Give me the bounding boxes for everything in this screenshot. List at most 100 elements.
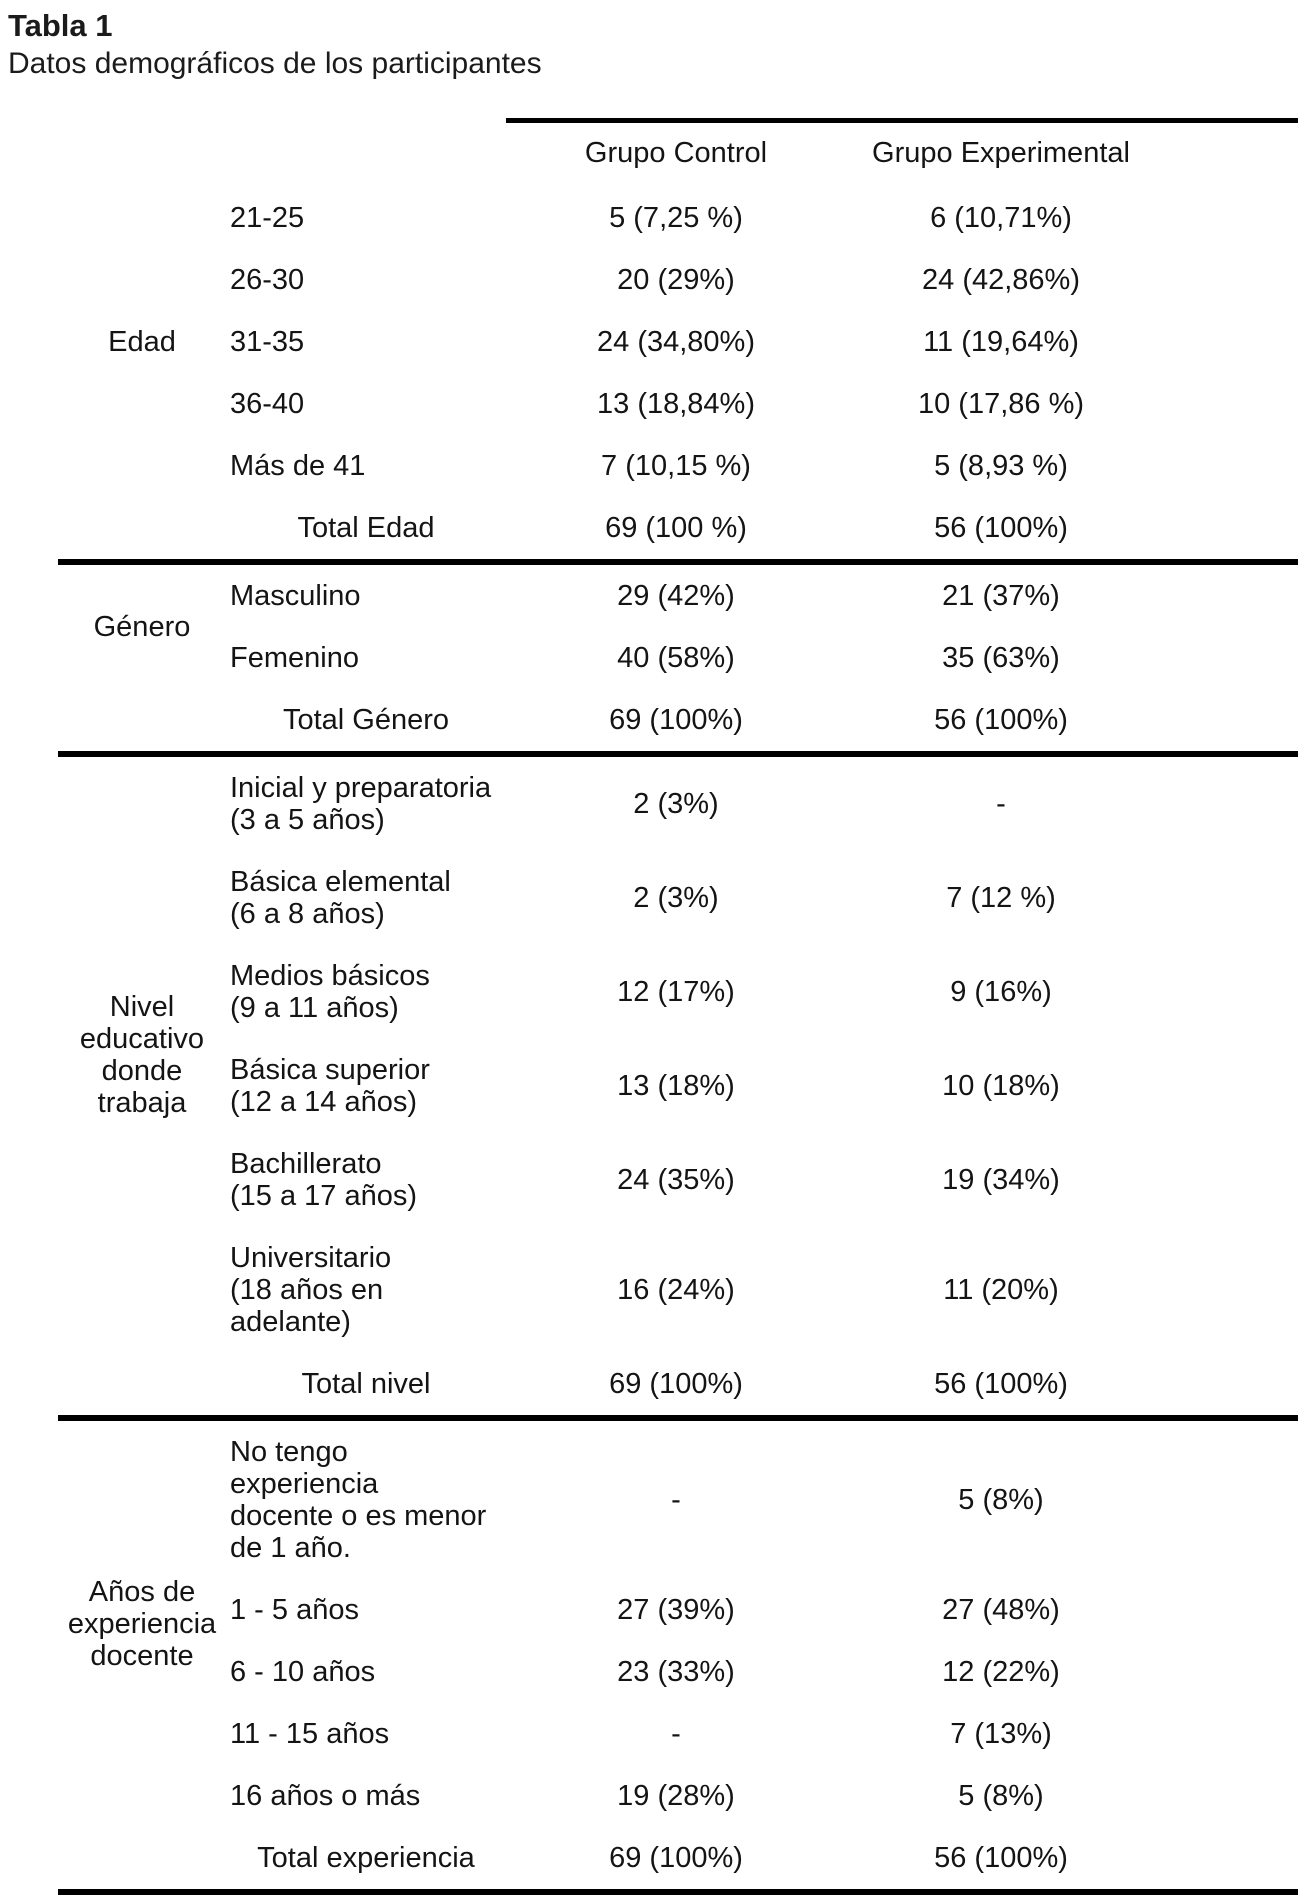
cell-experimental: 27 (48%) bbox=[942, 1594, 1060, 1626]
cell-control: 7 (10,15 %) bbox=[601, 450, 751, 482]
table-row: 16 años o más 19 (28%) 5 (8%) bbox=[58, 1765, 1298, 1827]
cell-experimental: 9 (16%) bbox=[950, 976, 1052, 1008]
group-label-nivel: Nivel educativo donde trabaja bbox=[79, 991, 205, 1119]
cell-control: 13 (18%) bbox=[617, 1070, 735, 1102]
header-spacer bbox=[58, 121, 226, 188]
cell-control: 5 (7,25 %) bbox=[609, 202, 743, 234]
row-spacer bbox=[58, 1353, 226, 1421]
cell-experimental: 11 (19,64%) bbox=[923, 326, 1079, 358]
table-row: 6 - 10 años 23 (33%) 12 (22%) bbox=[58, 1641, 1298, 1703]
cell-control: 29 (42%) bbox=[617, 580, 735, 612]
table-row: 31-35 24 (34,80%) 11 (19,64%) bbox=[58, 311, 1298, 373]
cell-control: 69 (100%) bbox=[506, 1353, 846, 1421]
table-row: 26-30 20 (29%) 24 (42,86%) bbox=[58, 249, 1298, 311]
cell-experimental: 56 (100%) bbox=[846, 689, 1156, 757]
cell-experimental: - bbox=[996, 788, 1006, 820]
table-row: Años de experiencia docente No tengo exp… bbox=[58, 1418, 1298, 1672]
total-row-genero: Total Género 69 (100%) 56 (100%) bbox=[58, 689, 1298, 757]
category-label: 11 - 15 años bbox=[230, 1718, 390, 1750]
group-label-genero: Género bbox=[93, 611, 191, 643]
cell-experimental: 5 (8,93 %) bbox=[934, 450, 1068, 482]
category-label: 36-40 bbox=[230, 388, 305, 420]
row-spacer bbox=[1156, 373, 1298, 435]
cell-control: 2 (3%) bbox=[633, 788, 719, 820]
category-label: Medios básicos (9 a 11 años) bbox=[230, 960, 430, 1024]
column-header-experimental: Grupo Experimental bbox=[846, 118, 1156, 187]
cell-control: 19 (28%) bbox=[617, 1780, 735, 1812]
row-spacer bbox=[1156, 1227, 1298, 1353]
row-spacer bbox=[1156, 1353, 1298, 1421]
table-row: Básica superior (12 a 14 años) 13 (18%) … bbox=[58, 1039, 1298, 1133]
category-label: 31-35 bbox=[230, 326, 305, 358]
cell-experimental: 7 (12 %) bbox=[946, 882, 1056, 914]
cell-control: 23 (33%) bbox=[617, 1656, 735, 1688]
category-label: 1 - 5 años bbox=[230, 1594, 359, 1626]
row-spacer bbox=[1156, 562, 1298, 627]
table-row: Más de 41 7 (10,15 %) 5 (8,93 %) bbox=[58, 435, 1298, 497]
row-spacer bbox=[1156, 1133, 1298, 1227]
cell-control: 24 (34,80%) bbox=[597, 326, 755, 358]
table-row: Nivel educativo donde trabaja Inicial y … bbox=[58, 754, 1298, 1119]
header-spacer bbox=[1156, 118, 1298, 187]
demographics-table: Grupo Control Grupo Experimental Edad 21… bbox=[58, 118, 1298, 1895]
row-spacer bbox=[1156, 1418, 1298, 1579]
group-label-experiencia: Años de experiencia docente bbox=[67, 1576, 217, 1672]
table-row: 11 - 15 años - 7 (13%) bbox=[58, 1703, 1298, 1765]
table-row: Universitario (18 años en adelante) 16 (… bbox=[58, 1227, 1298, 1353]
row-spacer bbox=[1156, 1579, 1298, 1641]
cell-experimental: 6 (10,71%) bbox=[930, 202, 1072, 234]
cell-control: 2 (3%) bbox=[633, 882, 719, 914]
table-row: Edad 21-25 5 (7,25 %) 6 (10,71%) bbox=[58, 187, 1298, 358]
total-row-nivel: Total nivel 69 (100%) 56 (100%) bbox=[58, 1353, 1298, 1421]
cell-experimental: 5 (8%) bbox=[958, 1780, 1044, 1812]
cell-experimental: 56 (100%) bbox=[846, 497, 1156, 565]
total-label: Total Género bbox=[226, 689, 506, 757]
row-spacer bbox=[1156, 689, 1298, 757]
cell-control: - bbox=[671, 1718, 681, 1750]
total-label: Total nivel bbox=[226, 1353, 506, 1421]
cell-control: 69 (100 %) bbox=[506, 497, 846, 565]
header-row: Grupo Control Grupo Experimental bbox=[58, 118, 1298, 188]
table-row: 1 - 5 años 27 (39%) 27 (48%) bbox=[58, 1579, 1298, 1641]
category-label: Básica superior (12 a 14 años) bbox=[230, 1054, 430, 1118]
row-spacer bbox=[1156, 1641, 1298, 1703]
cell-control: 12 (17%) bbox=[617, 976, 735, 1008]
row-spacer bbox=[1156, 851, 1298, 945]
total-row-experiencia: Total experiencia 69 (100%) 56 (100%) bbox=[58, 1827, 1298, 1895]
category-label: Más de 41 bbox=[230, 450, 366, 482]
row-spacer bbox=[1156, 1765, 1298, 1827]
category-label: 16 años o más bbox=[230, 1780, 421, 1812]
cell-experimental: 7 (13%) bbox=[950, 1718, 1052, 1750]
cell-control: 40 (58%) bbox=[617, 642, 735, 674]
table-row: Básica elemental (6 a 8 años) 2 (3%) 7 (… bbox=[58, 851, 1298, 945]
header-spacer bbox=[226, 121, 506, 188]
cell-experimental: 24 (42,86%) bbox=[922, 264, 1080, 296]
cell-experimental: 10 (18%) bbox=[942, 1070, 1060, 1102]
cell-control: 13 (18,84%) bbox=[597, 388, 755, 420]
row-spacer bbox=[1156, 945, 1298, 1039]
category-label: Universitario (18 años en adelante) bbox=[230, 1242, 392, 1338]
cell-control: 20 (29%) bbox=[617, 264, 735, 296]
table-row: 36-40 13 (18,84%) 10 (17,86 %) bbox=[58, 373, 1298, 435]
category-label: Inicial y preparatoria (3 a 5 años) bbox=[230, 772, 492, 836]
category-label: Femenino bbox=[230, 642, 359, 674]
cell-experimental: 12 (22%) bbox=[942, 1656, 1060, 1688]
row-spacer bbox=[58, 1827, 226, 1895]
cell-experimental: 56 (100%) bbox=[846, 1353, 1156, 1421]
row-spacer bbox=[1156, 1039, 1298, 1133]
category-label: 6 - 10 años bbox=[230, 1656, 376, 1688]
category-label: Básica elemental (6 a 8 años) bbox=[230, 866, 451, 930]
total-label: Total experiencia bbox=[226, 1827, 506, 1895]
total-row-edad: Total Edad 69 (100 %) 56 (100%) bbox=[58, 497, 1298, 565]
cell-experimental: 11 (20%) bbox=[943, 1274, 1059, 1306]
column-header-control: Grupo Control bbox=[506, 118, 846, 187]
cell-control: - bbox=[671, 1484, 681, 1516]
row-spacer bbox=[1156, 187, 1298, 249]
row-spacer bbox=[1156, 435, 1298, 497]
table-subtitle: Datos demográficos de los participantes bbox=[8, 47, 542, 80]
row-spacer bbox=[1156, 1703, 1298, 1765]
cell-control: 69 (100%) bbox=[506, 1827, 846, 1895]
cell-experimental: 21 (37%) bbox=[942, 580, 1060, 612]
category-label: 26-30 bbox=[230, 264, 305, 296]
